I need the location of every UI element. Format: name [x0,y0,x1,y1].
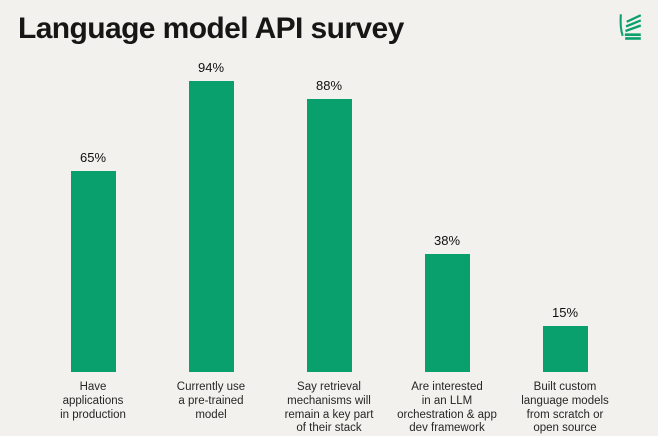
bar-column: 38% Are interested in an LLM orchestration … [388,60,506,436]
bar-value-label: 65% [79,149,107,165]
category-label: Have applications in production [60,381,126,421]
bar-area: 94% [188,60,234,372]
bar-value-label: 38% [433,233,461,249]
bar-chart: 65% Have applications in production 94% Curre… [34,60,624,436]
bar [424,254,470,372]
bar-column: 15% Built custom language models from scrat… [506,60,624,436]
category-label: Are interested in an LLM orchestration & a… [397,381,497,435]
page-title: Language model API survey [18,12,404,45]
bar [70,170,116,372]
bar-column: 65% Have applications in production [34,60,152,436]
bar-area: 65% [70,60,116,372]
bar-value-label: 88% [315,78,343,94]
bar [542,325,588,372]
bar-column: 88% Say retrieval mechanisms will remain a … [270,60,388,436]
bar-area: 38% [424,60,470,372]
bar [306,99,352,372]
category-label: Built custom language models from scratch … [521,381,609,435]
brand-logo-icon [619,14,642,40]
bar-area: 88% [306,60,352,372]
bar-area: 15% [542,60,588,372]
bar-column: 94% Currently use a pre-trained model [152,60,270,436]
header: Language model API survey [0,0,658,58]
category-label: Currently use a pre-trained model [176,381,246,421]
bar-value-label: 15% [551,304,579,320]
bar [188,81,234,372]
category-label: Say retrieval mechanisms will remain a key… [284,381,374,435]
bar-value-label: 94% [197,60,225,75]
